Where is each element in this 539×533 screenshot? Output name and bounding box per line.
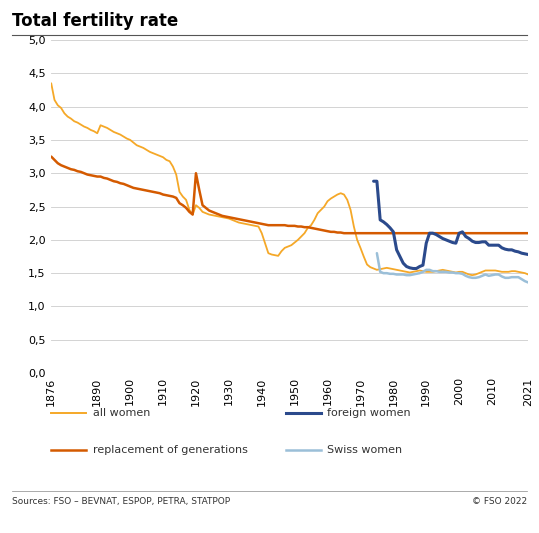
Text: replacement of generations: replacement of generations (93, 446, 247, 455)
Text: © FSO 2022: © FSO 2022 (472, 497, 527, 506)
Text: all women: all women (93, 408, 150, 418)
Text: Total fertility rate: Total fertility rate (12, 12, 178, 30)
Text: foreign women: foreign women (327, 408, 411, 418)
Text: Swiss women: Swiss women (327, 446, 402, 455)
Text: Sources: FSO – BEVNAT, ESPOP, PETRA, STATPOP: Sources: FSO – BEVNAT, ESPOP, PETRA, STA… (12, 497, 230, 506)
